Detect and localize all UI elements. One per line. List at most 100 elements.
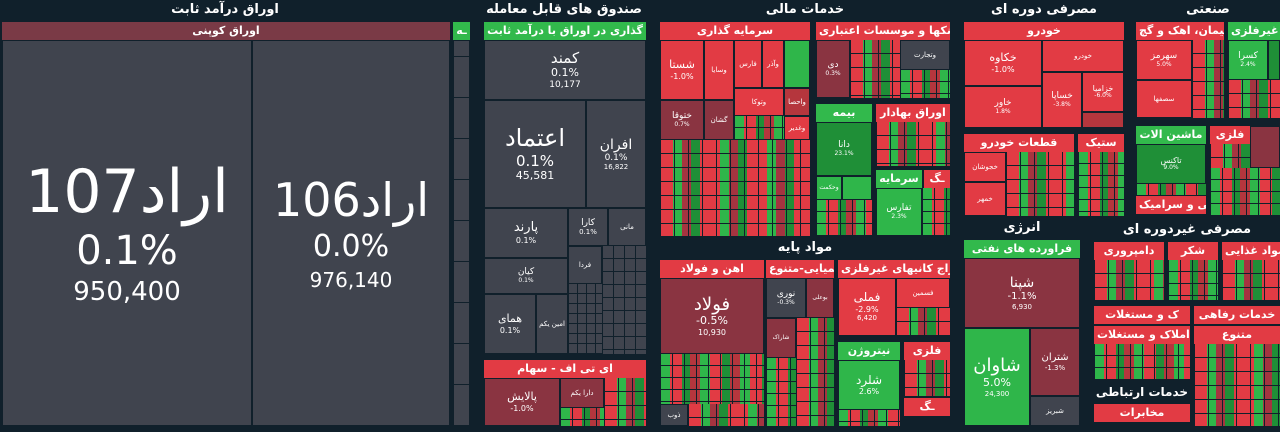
metals-cells[interactable] [1210,144,1250,168]
tile-femli[interactable]: فملی -2.9% 6,420 [838,278,896,336]
tile-etemad[interactable]: اعتماد 0.1% 45,581 [484,100,586,208]
tile-fin-green[interactable] [784,40,810,88]
group-food[interactable]: مواد غذایی [1222,242,1280,260]
tile-kian[interactable]: کیان 0.1% [484,258,568,294]
tile-fars[interactable]: فارس [734,40,762,88]
etf-tiny-cells[interactable] [568,284,602,354]
diversified-cells[interactable] [1194,344,1280,426]
tile-mali[interactable]: مانی [608,208,646,246]
tile-noori[interactable]: نوری -0.3% [766,278,806,318]
chemical-cells[interactable] [796,318,834,426]
steel-cells-2[interactable] [688,404,764,426]
tile-shiraz[interactable]: شاراک [766,318,796,358]
tile-shetran[interactable]: شتران -1.3% [1030,328,1080,396]
tile-amin[interactable]: امین یکم [536,294,568,354]
tile-vtejarat[interactable]: وتجارت [900,40,950,70]
group-fixed-income-funds[interactable]: گذاری در اوراق با درآمد ثابت [484,22,646,40]
group-machinery[interactable]: ماشین الات [1136,126,1206,144]
tile-vazar[interactable]: وآذر [762,40,784,88]
tiles-cells[interactable] [1210,168,1280,216]
group-nonmetal[interactable]: غیرفلزی [1228,22,1280,40]
cement-cells[interactable] [1192,40,1224,118]
tile-tfars[interactable]: تفارس 2.3% [876,188,922,236]
investment-cells[interactable] [660,140,810,236]
tile-hamay[interactable]: همای 0.1% [484,294,536,354]
tile-khakoa[interactable]: خکاوه -1.0% [964,40,1042,86]
auto-parts-cells[interactable] [1006,152,1074,216]
tile-vahmed[interactable]: واحصا [784,88,810,116]
sugar-cells[interactable] [1168,260,1218,300]
group-metals[interactable]: فلزی [1210,126,1250,144]
group-coupon-bonds[interactable]: اوراق کوپنی [2,22,450,40]
tile-vaghadir[interactable]: وغدیر [784,116,810,140]
group-nonferrous[interactable]: نیتروژن [838,342,900,360]
tile-fardad[interactable]: فردا [568,246,602,284]
group-fixed-income-small[interactable]: ـه [453,22,470,40]
tile-sfana[interactable]: سصفها [1136,80,1192,118]
group-metals-2[interactable]: فلزی [904,342,950,360]
food-cells[interactable] [1222,260,1280,300]
tile-kamand[interactable]: کمند 0.1% 10,177 [484,40,646,100]
tile-afran[interactable]: افران 0.1% 16,822 [586,100,646,208]
industrial-edge-cells[interactable] [1250,126,1280,168]
tile-fasminn[interactable]: فسمین [896,278,950,308]
group-real-estate-2[interactable]: املاک و مستغلات [1094,326,1190,344]
mining-cells[interactable] [896,308,950,336]
real-estate-cells[interactable] [1094,344,1190,380]
group-banks[interactable]: بانکها و موسسات اعتباری [816,22,950,40]
tile-shapna[interactable]: شپنا -1.1% 6,930 [964,258,1080,328]
group-steel[interactable]: اهن و فولاد [660,260,764,278]
insurance-cells[interactable] [816,200,872,236]
tile-sahrmz[interactable]: سهرمز 5.0% [1136,40,1192,80]
tile-kheramia[interactable]: خزامیا -6.0% [1082,72,1124,112]
group-sugar[interactable]: شکر [1168,242,1218,260]
investment-cells-2[interactable] [734,116,784,140]
tile-khodro[interactable]: خودرو [1042,40,1124,72]
group-capital-2[interactable]: ـگ [904,398,950,416]
tile-boali[interactable]: بوعلی [806,278,834,318]
group-real-estate[interactable]: ک و مستغلات [1094,306,1190,324]
group-mining[interactable]: ستخراج کانیهای غیرفلزی [838,260,950,278]
group-securities[interactable]: اوراق بهادار [876,104,950,122]
chemical-cells-2[interactable] [766,358,796,426]
machinery-cells[interactable] [1136,184,1206,198]
pharma-cells[interactable] [1094,260,1164,300]
tile-shavan[interactable]: شاوان 5.0% 24,300 [964,328,1030,426]
auto-cell[interactable] [1082,112,1124,128]
group-tiles[interactable]: کاشی و سرامیک [1136,196,1206,214]
tile-kara[interactable]: کارا 0.1% [568,208,608,246]
etf-small-cells[interactable] [602,246,646,354]
tile-tanis[interactable]: تاکنس 9.0% [1136,144,1206,184]
tile-shasta[interactable]: شستا -1.0% [660,40,704,100]
group-insurance[interactable]: بیمه [816,104,872,122]
group-investment[interactable]: سرمایه گذاری [660,22,810,40]
steel-cells[interactable] [660,354,764,404]
tile-kesra[interactable]: کسرا 2.4% [1228,40,1268,80]
tile-shebriz[interactable]: شبریز [1030,396,1080,426]
securities-cells[interactable] [876,122,950,166]
tile-dana[interactable]: دانا 23.1% [816,122,872,176]
tile-khojr[interactable]: خجوشان [964,152,1006,182]
tile-arad106[interactable]: اراد106 0.0% 976,140 [252,40,450,426]
metals-2-cells[interactable] [904,360,950,396]
group-chemical[interactable]: شیمیایی-متنوع [766,260,834,278]
group-welfare[interactable]: خدمات رفاهی [1194,306,1280,324]
group-capital[interactable]: سرمایه [876,170,922,188]
group-telecom[interactable]: مخابرات [1094,404,1190,422]
group-cement[interactable]: سیمان، اهک و گچ [1136,22,1224,40]
tile-kashan[interactable]: گشان [704,100,734,140]
tile-foolad[interactable]: فولاد -0.5% 10,930 [660,278,764,354]
tile-day[interactable]: دی 0.3% [816,40,850,98]
plastic-cells[interactable] [1078,152,1124,216]
tile-vsapa[interactable]: وسایا [704,40,734,100]
tile-vtoka[interactable]: وتوکا [734,88,784,116]
group-oil-products[interactable]: فراورده های نفتی [964,240,1080,258]
etf-equity-cells-2[interactable] [560,408,604,426]
tile-arad107[interactable]: اراد107 0.1% 950,400 [2,40,252,426]
nonmetal-cells[interactable] [1228,80,1280,118]
group-auto-parts[interactable]: قطعات خودرو [964,134,1074,152]
tile-small-strip[interactable] [453,40,470,426]
insurance-cell-2[interactable] [842,176,872,200]
tile-dara[interactable]: دارا یکم [560,378,604,408]
tile-khesapa[interactable]: خساپا -3.8% [1042,72,1082,128]
